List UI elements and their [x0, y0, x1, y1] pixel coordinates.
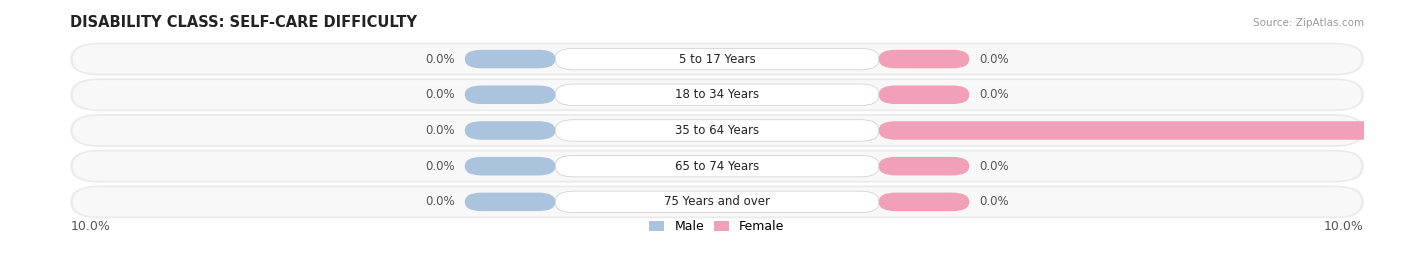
FancyBboxPatch shape — [70, 78, 1364, 111]
FancyBboxPatch shape — [879, 86, 969, 104]
Text: 18 to 34 Years: 18 to 34 Years — [675, 88, 759, 101]
FancyBboxPatch shape — [465, 157, 555, 175]
Text: 5 to 17 Years: 5 to 17 Years — [679, 52, 755, 66]
FancyBboxPatch shape — [73, 151, 1361, 181]
Text: 0.0%: 0.0% — [426, 195, 456, 208]
Legend: Male, Female: Male, Female — [644, 215, 790, 238]
FancyBboxPatch shape — [555, 191, 879, 213]
FancyBboxPatch shape — [555, 155, 879, 177]
Text: 0.0%: 0.0% — [426, 124, 456, 137]
Text: 65 to 74 Years: 65 to 74 Years — [675, 160, 759, 173]
FancyBboxPatch shape — [879, 50, 969, 68]
FancyBboxPatch shape — [70, 150, 1364, 183]
Text: 0.0%: 0.0% — [979, 88, 1008, 101]
FancyBboxPatch shape — [70, 114, 1364, 147]
FancyBboxPatch shape — [73, 187, 1361, 217]
Text: 0.0%: 0.0% — [979, 160, 1008, 173]
FancyBboxPatch shape — [555, 48, 879, 70]
Text: 0.0%: 0.0% — [979, 52, 1008, 66]
Text: 35 to 64 Years: 35 to 64 Years — [675, 124, 759, 137]
Text: DISABILITY CLASS: SELF-CARE DIFFICULTY: DISABILITY CLASS: SELF-CARE DIFFICULTY — [70, 16, 418, 30]
FancyBboxPatch shape — [73, 44, 1361, 74]
Text: 0.0%: 0.0% — [979, 195, 1008, 208]
FancyBboxPatch shape — [73, 80, 1361, 109]
FancyBboxPatch shape — [555, 84, 879, 105]
Text: 0.0%: 0.0% — [426, 88, 456, 101]
FancyBboxPatch shape — [70, 43, 1364, 76]
FancyBboxPatch shape — [465, 121, 555, 140]
Text: 10.0%: 10.0% — [1324, 220, 1364, 233]
FancyBboxPatch shape — [879, 157, 969, 175]
FancyBboxPatch shape — [465, 193, 555, 211]
FancyBboxPatch shape — [465, 50, 555, 68]
FancyBboxPatch shape — [73, 116, 1361, 145]
Text: 8.7%: 8.7% — [1399, 124, 1406, 137]
Text: 0.0%: 0.0% — [426, 52, 456, 66]
Text: 10.0%: 10.0% — [70, 220, 110, 233]
FancyBboxPatch shape — [879, 193, 969, 211]
FancyBboxPatch shape — [465, 86, 555, 104]
FancyBboxPatch shape — [555, 120, 879, 141]
FancyBboxPatch shape — [879, 121, 1406, 140]
FancyBboxPatch shape — [70, 185, 1364, 218]
Text: Source: ZipAtlas.com: Source: ZipAtlas.com — [1253, 18, 1364, 28]
Text: 0.0%: 0.0% — [426, 160, 456, 173]
Text: 75 Years and over: 75 Years and over — [664, 195, 770, 208]
